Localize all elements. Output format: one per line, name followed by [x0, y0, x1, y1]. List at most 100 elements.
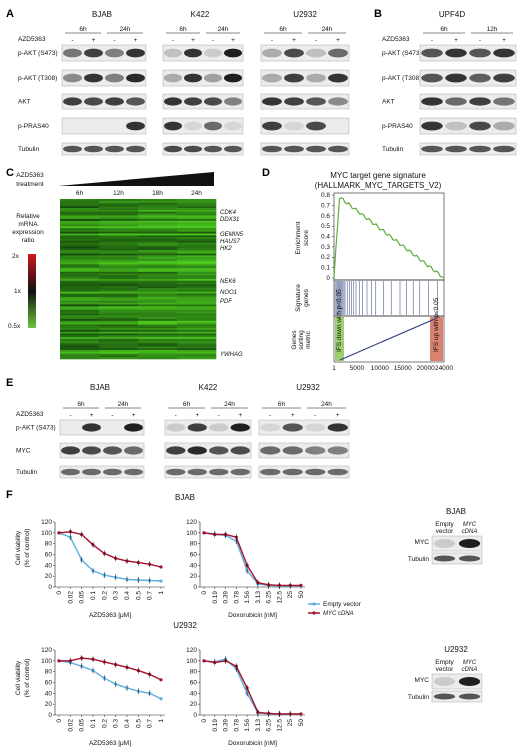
- b-blots: [419, 44, 517, 156]
- e-band: [305, 446, 326, 455]
- c-heat-cell: [138, 206, 178, 209]
- c-heat-cell: [60, 313, 100, 316]
- c-time-label: 24h: [191, 190, 202, 197]
- e-cellline-bjab: BJAB: [90, 383, 110, 392]
- b-row-labels: p-AKT (S473) p-AKT (T308) AKT p-PRAS40 Tubul…: [382, 50, 422, 153]
- e-band: [260, 446, 281, 455]
- c-heat-cell: [138, 331, 178, 334]
- c-heat-cell: [60, 286, 100, 289]
- c-heat-cell: [99, 348, 139, 351]
- c-heat-cell: [60, 293, 100, 296]
- c-heat-cell: [138, 277, 178, 280]
- e-blot-strip: [164, 465, 252, 479]
- f-blot-strip: [431, 552, 483, 565]
- e-blot-strip: [164, 419, 252, 436]
- c-heat-cell: [138, 288, 178, 291]
- c-heat-cell: [138, 215, 178, 218]
- b-row-label: p-PRAS40: [382, 123, 413, 130]
- b-blot-strip: [419, 44, 517, 62]
- c-heat-cell: [177, 239, 217, 242]
- c-heat-cell: [99, 219, 139, 222]
- c-heat-cell: [60, 351, 100, 354]
- e-band: [230, 446, 250, 455]
- d-xtick-label: 15000: [394, 365, 412, 372]
- c-heat-cell: [177, 308, 217, 311]
- b-sign-label: +: [454, 37, 458, 44]
- b-band: [469, 48, 491, 58]
- f-ytick-label: 60: [45, 680, 53, 687]
- b-lane-headers: 6h 12h- + - +: [423, 26, 513, 44]
- d-signature-hits: [334, 281, 438, 315]
- c-heat-cell: [99, 315, 139, 318]
- c-heat-cell: [177, 346, 217, 349]
- c-heat-cell: [138, 231, 178, 234]
- c-heat-cell: [138, 240, 178, 243]
- a-band: [63, 145, 82, 153]
- c-heat-cell: [99, 213, 139, 216]
- d-title-line1: MYC target gene signature: [330, 171, 426, 180]
- c-heat-cell: [177, 240, 217, 243]
- d-ytick-label: 0.5: [321, 223, 330, 230]
- c-scale-mid: 1x: [14, 288, 22, 295]
- e-row-label: MYC: [16, 448, 31, 455]
- c-heat-cell: [138, 228, 178, 231]
- c-heat-cell: [60, 322, 100, 325]
- c-heat-cell: [138, 353, 178, 356]
- c-time-label: 12h: [113, 190, 124, 197]
- f-xtick-label: 0.7: [147, 719, 154, 728]
- c-heat-cell: [60, 215, 100, 218]
- f-chart-3: 120 100 80 60 40 20 00 0.02 0.05 0.1 0.2 0.3 0.4 0.5 0…: [41, 647, 165, 747]
- a-row-labels: p-AKT (S473) p-AKT (T308) AKT p-PRAS40 Tubul…: [18, 50, 58, 153]
- c-heat-cell: [60, 346, 100, 349]
- f-xtick-label: 0: [56, 719, 63, 723]
- c-heat-cell: [177, 291, 217, 294]
- e-time-label: 6h: [77, 401, 85, 408]
- f-ytick-label: 120: [186, 519, 197, 526]
- d-ylabel-es2: score: [303, 230, 310, 246]
- c-heatmap: [60, 199, 217, 360]
- a-band: [126, 121, 145, 131]
- f-point: [159, 579, 163, 583]
- f-xtick-label: 0.39: [223, 591, 230, 604]
- c-heat-cell: [138, 344, 178, 347]
- a-band: [262, 97, 282, 106]
- b-row-label: p-AKT (S473): [382, 50, 422, 57]
- f-legend-empty-text: Empty vector: [323, 601, 362, 608]
- f-band: [433, 539, 456, 548]
- c-heat-cell: [177, 306, 217, 309]
- f-xtick-label: 0.19: [212, 591, 219, 604]
- c-heat-cell: [99, 295, 139, 298]
- c-heat-cell: [60, 339, 100, 342]
- c-heat-cell: [99, 275, 139, 278]
- d-ylabel-metric1: Genes: [291, 330, 298, 350]
- c-heat-cell: [177, 293, 217, 296]
- e-band: [124, 468, 143, 476]
- a-blot-strip: [260, 117, 350, 135]
- c-heat-cell: [60, 217, 100, 220]
- c-heat-cell: [60, 333, 100, 336]
- a-time-label: 6h: [79, 26, 87, 33]
- b-sign-label: -: [431, 37, 433, 44]
- c-time-labels: 6h 12h 18h 24h: [76, 190, 202, 197]
- f-blot-row-label: MYC: [415, 677, 430, 684]
- d-xticks: 1 5000 10000 15000 20000 24000: [332, 365, 453, 372]
- a-band: [224, 145, 242, 153]
- c-heat-cell: [99, 280, 139, 283]
- c-heat-cell: [60, 239, 100, 242]
- a-band: [84, 48, 103, 58]
- c-heat-cell: [99, 251, 139, 254]
- e-band: [209, 423, 229, 432]
- c-heat-cell: [99, 215, 139, 218]
- c-heat-cell: [177, 259, 217, 262]
- b-time-label: 12h: [487, 26, 498, 33]
- f-xtick-label: 0.02: [67, 591, 74, 604]
- c-heat-cell: [177, 295, 217, 298]
- f-ytick-label: 40: [190, 562, 198, 569]
- c-heat-cell: [99, 255, 139, 258]
- c-gene-label: YWHAG: [220, 352, 243, 358]
- f-ytick-label: 40: [45, 690, 53, 697]
- c-heat-cell: [138, 293, 178, 296]
- f-point: [159, 565, 163, 569]
